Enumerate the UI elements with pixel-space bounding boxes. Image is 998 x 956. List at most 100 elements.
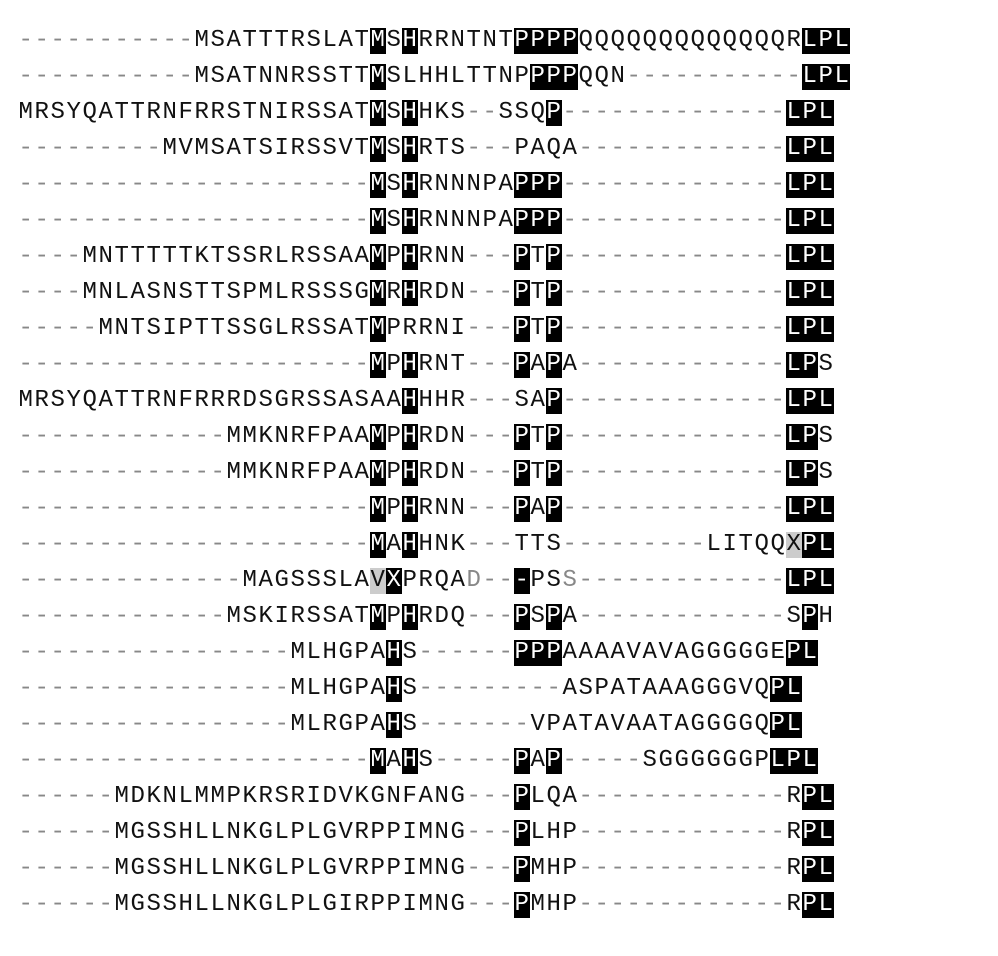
residue-cell: R <box>354 856 370 882</box>
residue-cell: M <box>242 460 258 486</box>
residue-cell: L <box>786 208 802 234</box>
residue-cell: P <box>370 892 386 918</box>
residue-cell: N <box>610 64 626 90</box>
residue-cell: L <box>114 280 130 306</box>
residue-cell: - <box>178 424 194 450</box>
residue-cell: - <box>114 496 130 522</box>
residue-cell: Q <box>722 28 738 54</box>
residue-cell: - <box>642 496 658 522</box>
residue-cell: A <box>498 208 514 234</box>
residue-cell: - <box>514 712 530 738</box>
residue-cell: - <box>18 820 34 846</box>
residue-cell: - <box>466 460 482 486</box>
residue-cell: S <box>258 136 274 162</box>
residue-cell: - <box>130 568 146 594</box>
residue-cell: R <box>418 460 434 486</box>
residue-cell: M <box>114 784 130 810</box>
residue-cell: A <box>130 280 146 306</box>
residue-cell: - <box>178 172 194 198</box>
residue-cell: F <box>306 460 322 486</box>
residue-cell: - <box>706 568 722 594</box>
residue-cell: - <box>610 496 626 522</box>
residue-cell: - <box>322 532 338 558</box>
residue-cell: T <box>450 352 466 378</box>
residue-cell: A <box>338 244 354 270</box>
residue-cell: - <box>466 100 482 126</box>
residue-cell: - <box>178 64 194 90</box>
residue-cell: P <box>226 784 242 810</box>
residue-cell: R <box>290 784 306 810</box>
residue-cell: P <box>242 280 258 306</box>
residue-cell: - <box>82 568 98 594</box>
residue-cell: P <box>818 28 834 54</box>
residue-cell: - <box>466 820 482 846</box>
residue-cell: - <box>82 424 98 450</box>
residue-cell: S <box>242 604 258 630</box>
residue-cell: - <box>594 280 610 306</box>
residue-cell: - <box>130 676 146 702</box>
residue-cell: P <box>322 424 338 450</box>
residue-cell: - <box>226 532 242 558</box>
alignment-row: -------------MMKNRFPAAMPHRDN---PTP------… <box>18 424 980 450</box>
residue-cell: A <box>530 388 546 414</box>
residue-cell: M <box>370 424 386 450</box>
residue-cell: - <box>130 172 146 198</box>
residue-cell: L <box>786 100 802 126</box>
residue-cell: - <box>82 172 98 198</box>
residue-cell: - <box>594 820 610 846</box>
residue-cell: T <box>162 244 178 270</box>
residue-cell: - <box>594 424 610 450</box>
residue-cell: - <box>210 424 226 450</box>
residue-cell: - <box>578 208 594 234</box>
residue-cell: - <box>242 640 258 666</box>
residue-cell: - <box>514 676 530 702</box>
residue-cell: - <box>66 424 82 450</box>
residue-cell: - <box>706 352 722 378</box>
residue-cell: S <box>290 568 306 594</box>
residue-cell: K <box>242 820 258 846</box>
residue-cell: P <box>562 820 578 846</box>
residue-cell: A <box>530 748 546 774</box>
residue-cell: T <box>242 136 258 162</box>
residue-cell: S <box>402 676 418 702</box>
residue-cell: - <box>98 748 114 774</box>
residue-cell: L <box>802 640 818 666</box>
residue-cell: P <box>546 712 562 738</box>
residue-cell: S <box>306 64 322 90</box>
residue-cell: - <box>642 280 658 306</box>
residue-cell: T <box>354 28 370 54</box>
residue-cell: H <box>434 388 450 414</box>
residue-cell: A <box>338 100 354 126</box>
residue-cell: - <box>738 604 754 630</box>
residue-cell: V <box>610 712 626 738</box>
residue-cell: - <box>722 208 738 234</box>
residue-cell: - <box>482 136 498 162</box>
residue-cell: - <box>466 388 482 414</box>
residue-cell: - <box>338 208 354 234</box>
residue-cell: - <box>466 532 482 558</box>
residue-cell: P <box>546 208 562 234</box>
residue-cell: - <box>146 172 162 198</box>
residue-cell: P <box>802 820 818 846</box>
residue-cell: S <box>562 568 578 594</box>
residue-cell: - <box>626 568 642 594</box>
residue-cell: - <box>162 28 178 54</box>
residue-cell: - <box>770 208 786 234</box>
residue-cell: T <box>130 100 146 126</box>
residue-cell: - <box>626 460 642 486</box>
residue-cell: - <box>498 532 514 558</box>
residue-cell: - <box>274 532 290 558</box>
residue-cell: S <box>306 604 322 630</box>
residue-cell: - <box>162 208 178 234</box>
residue-cell: A <box>338 460 354 486</box>
residue-cell: P <box>546 604 562 630</box>
residue-cell: N <box>450 172 466 198</box>
residue-cell: F <box>306 424 322 450</box>
residue-cell: G <box>706 748 722 774</box>
residue-cell: L <box>818 316 834 342</box>
residue-cell: - <box>18 136 34 162</box>
residue-cell: N <box>258 64 274 90</box>
residue-cell: R <box>786 856 802 882</box>
residue-cell: - <box>98 64 114 90</box>
residue-cell: - <box>210 640 226 666</box>
